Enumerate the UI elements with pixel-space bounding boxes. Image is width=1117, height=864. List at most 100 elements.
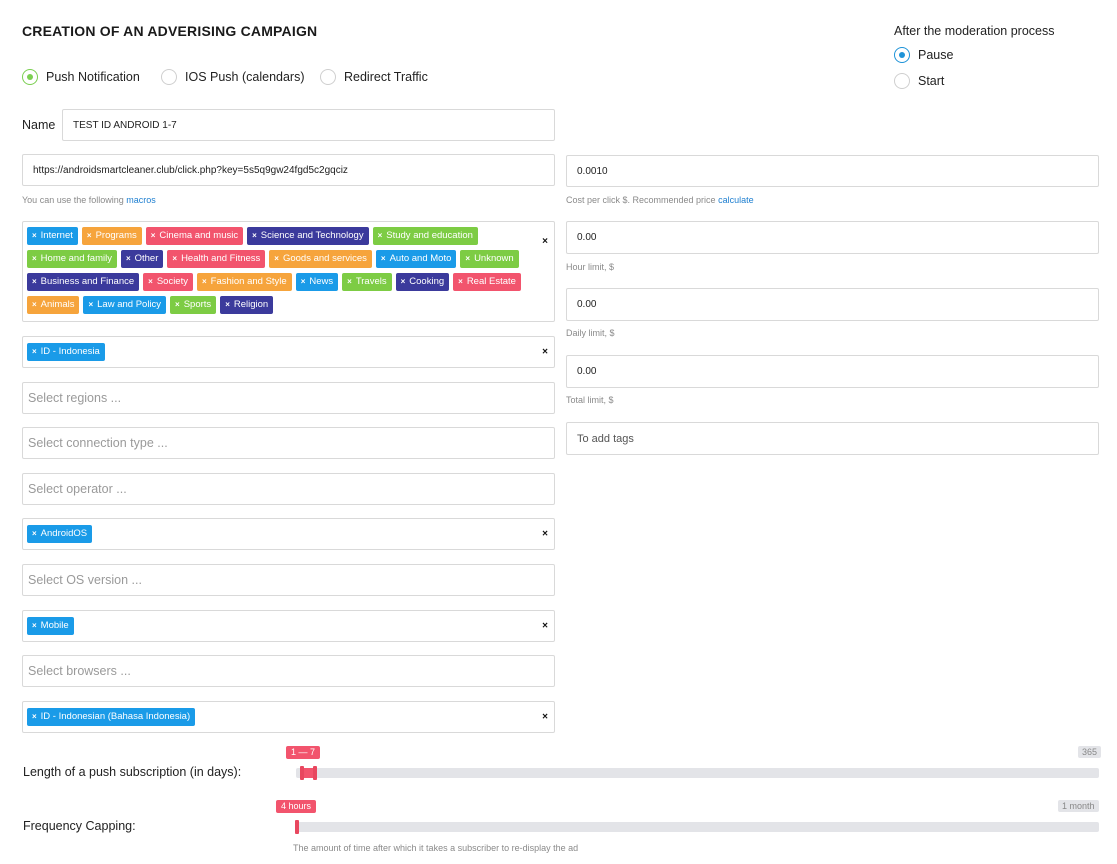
clear-categories-icon[interactable]: ×	[542, 236, 548, 247]
tag-remove-icon[interactable]: ×	[32, 254, 37, 263]
device-tag: × Mobile	[27, 617, 74, 635]
subscription-min-handle[interactable]	[300, 766, 305, 780]
tag-remove-icon[interactable]: ×	[201, 277, 207, 286]
categories-select[interactable]: × Internet × Programs × Cinema and music × Scie…	[22, 221, 555, 322]
tag-remove-icon[interactable]: ×	[32, 712, 37, 721]
tag-remove-icon[interactable]: ×	[458, 277, 463, 286]
tag-remove-icon[interactable]: ×	[274, 254, 279, 263]
language-tag: × ID - Indonesian (Bahasa Indonesia)	[27, 708, 196, 726]
frequency-value-bubble: 4 hours	[276, 800, 317, 813]
category-tag: × Fashion and Style	[196, 273, 292, 291]
hour-limit-input[interactable]: 0.00	[566, 221, 1099, 254]
tag-remove-icon[interactable]: ×	[175, 300, 180, 309]
tag-remove-icon[interactable]: ×	[172, 254, 178, 263]
frequency-capping-slider[interactable]	[296, 822, 1099, 832]
total-limit-hint: Total limit, $	[566, 395, 614, 405]
browsers-select[interactable]: Select browsers ...	[22, 655, 555, 687]
moderation-option-start[interactable]: Start	[894, 73, 944, 89]
tag-remove-icon[interactable]: ×	[32, 529, 37, 538]
subscription-length-label: Length of a push subscription (in days):	[23, 765, 242, 779]
tag-remove-icon[interactable]: ×	[148, 277, 153, 286]
clear-device-icon[interactable]: ×	[542, 620, 548, 632]
daily-limit-hint: Daily limit, $	[566, 328, 615, 338]
name-label: Name	[22, 118, 56, 132]
category-tag: × Health and Fitness	[167, 250, 266, 268]
campaign-type-label: IOS Push (calendars)	[185, 70, 305, 84]
tag-remove-icon[interactable]: ×	[32, 300, 37, 309]
tag-remove-icon[interactable]: ×	[252, 231, 257, 240]
category-tag: × News	[295, 273, 339, 291]
category-tag: × Other	[120, 250, 164, 268]
tag-remove-icon[interactable]: ×	[400, 277, 406, 286]
category-tag: × Home and family	[27, 250, 117, 268]
moderation-option-label: Pause	[918, 48, 954, 62]
os-select[interactable]: × AndroidOS ×	[22, 518, 555, 550]
tag-remove-icon[interactable]: ×	[300, 277, 306, 286]
os-tag: × AndroidOS	[27, 525, 93, 543]
clear-os-icon[interactable]: ×	[542, 528, 548, 540]
clear-country-icon[interactable]: ×	[542, 346, 548, 358]
moderation-option-label: Start	[918, 74, 945, 88]
regions-select[interactable]: Select regions ...	[22, 382, 555, 414]
tag-remove-icon[interactable]: ×	[465, 254, 471, 263]
tag-remove-icon[interactable]: ×	[347, 277, 352, 286]
calculate-link[interactable]: calculate	[718, 195, 754, 205]
tag-remove-icon[interactable]: ×	[225, 300, 230, 309]
category-tag: × Cinema and music	[145, 227, 244, 245]
categories-tag-list: × Internet × Programs × Cinema and music × Scie…	[27, 227, 534, 319]
subscription-length-slider[interactable]	[296, 768, 1099, 778]
campaign-type-redirect[interactable]: Redirect Traffic	[320, 69, 428, 85]
language-select[interactable]: × ID - Indonesian (Bahasa Indonesia) ×	[22, 701, 555, 733]
tags-input[interactable]: To add tags	[566, 422, 1099, 455]
tag-remove-icon[interactable]: ×	[86, 231, 92, 240]
frequency-hint: The amount of time after which it takes …	[293, 843, 579, 853]
frequency-max-label: 1 month	[1058, 800, 1099, 812]
category-tag: × Society	[143, 273, 193, 291]
category-tag: × Unknown	[460, 250, 519, 268]
tag-remove-icon[interactable]: ×	[32, 231, 37, 240]
connection-type-select[interactable]: Select connection type ...	[22, 427, 555, 459]
radio-unselected-icon	[320, 69, 336, 85]
radio-unselected-icon	[161, 69, 177, 85]
radio-unselected-icon	[894, 73, 910, 89]
category-tag: × Study and education	[372, 227, 478, 245]
cost-hint: Cost per click $. Recommended price calc…	[566, 195, 754, 205]
tag-remove-icon[interactable]: ×	[150, 231, 156, 240]
cost-input[interactable]: 0.0010	[566, 155, 1099, 187]
category-tag: × Programs	[81, 227, 142, 245]
tag-remove-icon[interactable]: ×	[377, 231, 383, 240]
frequency-capping-label: Frequency Capping:	[23, 819, 136, 833]
macros-link[interactable]: macros	[126, 195, 156, 205]
category-tag: × Law and Policy	[83, 296, 167, 314]
hour-limit-hint: Hour limit, $	[566, 262, 615, 272]
country-tag: × ID - Indonesia	[27, 343, 105, 361]
operator-select[interactable]: Select operator ...	[22, 473, 555, 505]
name-input[interactable]: TEST ID ANDROID 1-7	[62, 109, 555, 141]
category-tag: × Goods and services	[269, 250, 372, 268]
subscription-max-label: 365	[1078, 746, 1102, 758]
category-tag: × Sports	[170, 296, 217, 314]
radio-selected-icon	[22, 69, 38, 85]
category-tag: × Business and Finance	[27, 273, 140, 291]
tag-remove-icon[interactable]: ×	[88, 300, 94, 309]
page-title: CREATION OF AN ADVERISING CAMPAIGN	[22, 23, 318, 39]
daily-limit-input[interactable]: 0.00	[566, 288, 1099, 321]
campaign-type-ios[interactable]: IOS Push (calendars)	[161, 69, 305, 85]
os-version-select[interactable]: Select OS version ...	[22, 564, 555, 596]
country-select[interactable]: × ID - Indonesia ×	[22, 336, 555, 368]
tag-remove-icon[interactable]: ×	[380, 254, 386, 263]
frequency-handle[interactable]	[295, 820, 299, 834]
total-limit-input[interactable]: 0.00	[566, 355, 1099, 388]
category-tag: × Auto and Moto	[375, 250, 457, 268]
tag-remove-icon[interactable]: ×	[32, 621, 37, 630]
tag-remove-icon[interactable]: ×	[32, 277, 37, 286]
subscription-max-handle[interactable]	[313, 766, 318, 780]
clear-language-icon[interactable]: ×	[542, 711, 548, 723]
moderation-option-pause[interactable]: Pause	[894, 47, 953, 63]
url-hint: You can use the following macros	[22, 195, 156, 205]
tag-remove-icon[interactable]: ×	[32, 347, 37, 356]
url-input[interactable]: https://androidsmartcleaner.club/click.p…	[22, 154, 555, 186]
campaign-type-push[interactable]: Push Notification	[22, 69, 140, 85]
tag-remove-icon[interactable]: ×	[125, 254, 131, 263]
device-select[interactable]: × Mobile ×	[22, 610, 555, 642]
